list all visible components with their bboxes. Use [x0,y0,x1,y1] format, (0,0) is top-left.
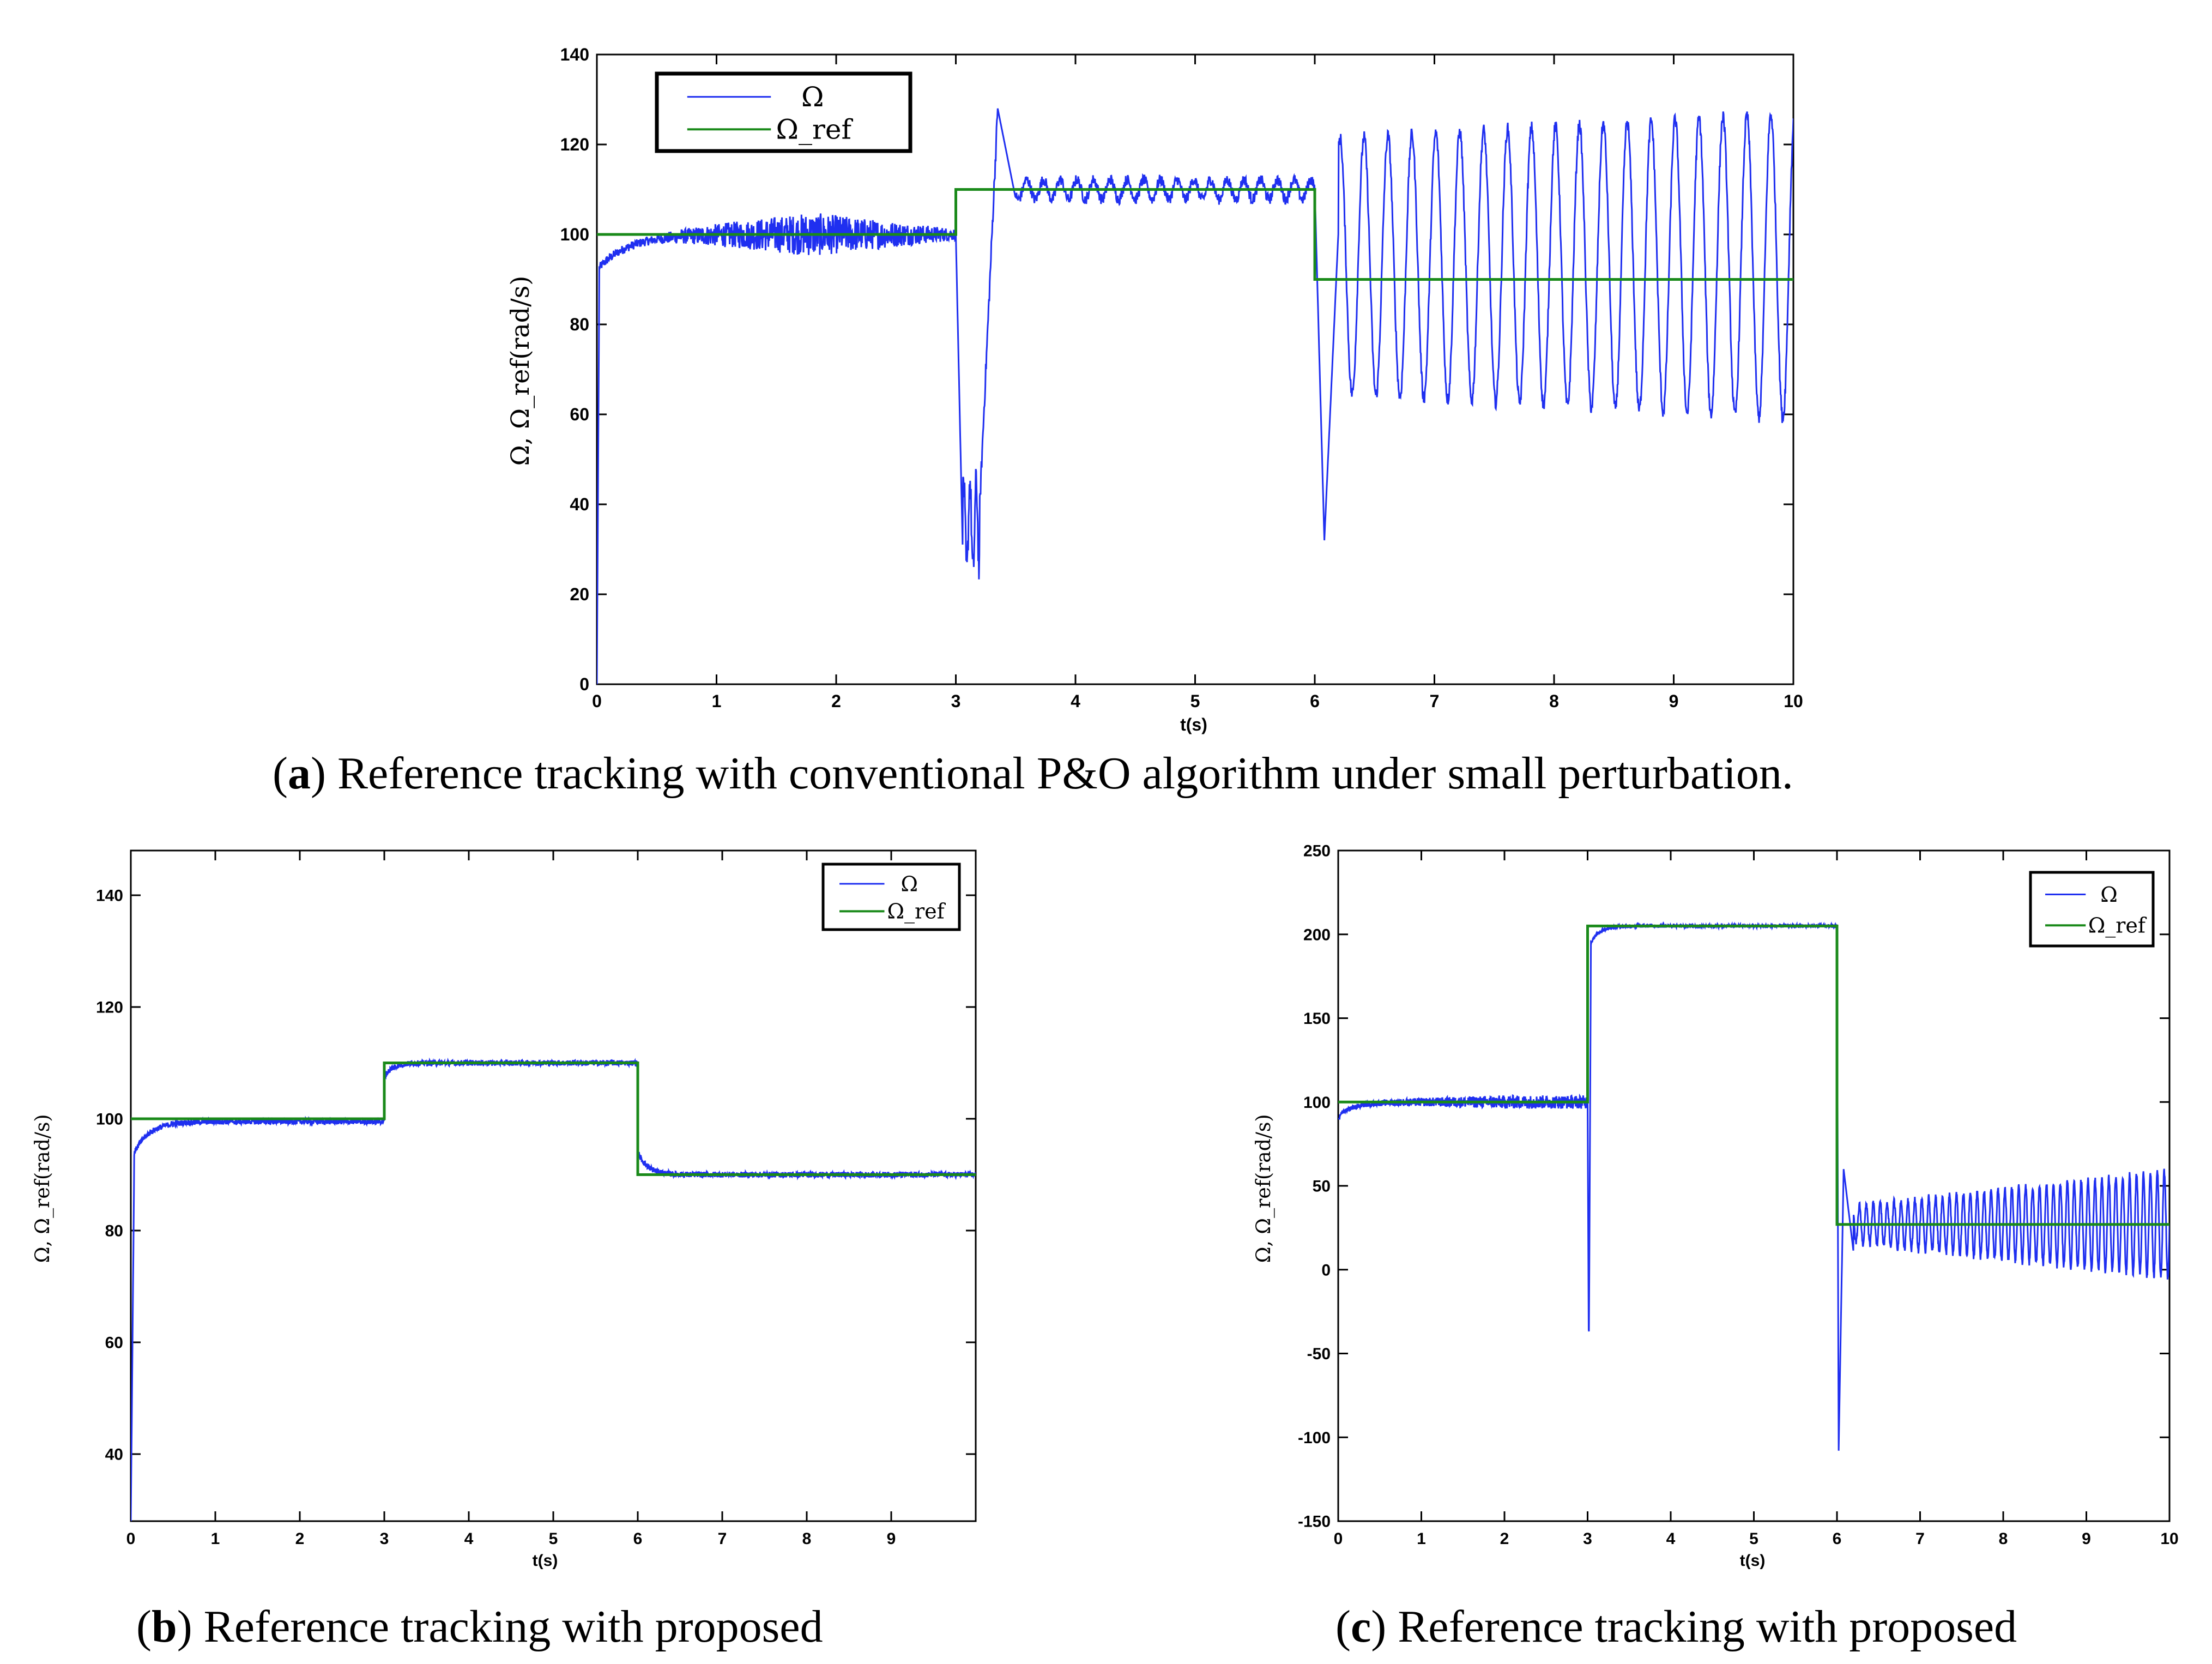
y-tick-label: -100 [1298,1429,1331,1447]
y-tick-label: 0 [1321,1261,1331,1279]
x-tick-label: 7 [1915,1530,1925,1548]
x-axis-label: t(s) [1740,1552,1766,1570]
x-tick-label: 10 [2160,1530,2178,1548]
x-tick-label: 7 [1430,691,1440,711]
y-tick-label: 200 [1303,926,1331,944]
x-tick-label: 3 [380,1530,389,1548]
x-tick-label: 8 [1549,691,1559,711]
x-tick-label: 5 [1190,691,1200,711]
x-tick-label: 0 [126,1530,136,1548]
y-tick-label: 140 [560,45,589,64]
legend-omega-label: Ω [801,81,824,113]
x-tick-label: 2 [831,691,841,711]
y-tick-label: 40 [570,495,589,514]
y-axis-label: Ω, Ω_ref(rad/s) [505,276,535,466]
x-tick-label: 1 [1417,1530,1426,1548]
series-omega-ref-line [131,1062,976,1176]
plot-area-frame [130,849,977,1522]
series-omega-line [1338,921,2169,1451]
series-omega-ref-line [597,188,1793,281]
caption-b: (b) Reference tracking with proposed [136,1601,823,1652]
x-tick-label: 5 [549,1530,558,1548]
x-tick-label: 9 [1669,691,1679,711]
x-tick-label: 6 [633,1530,643,1548]
y-tick-label: 80 [570,315,589,334]
x-tick-label: 9 [2082,1530,2091,1548]
x-tick-label: 0 [1334,1530,1343,1548]
y-tick-label: 60 [105,1334,123,1352]
y-tick-label: 120 [560,135,589,154]
x-tick-label: 3 [1583,1530,1592,1548]
chart-b: 0 1 2 3 4 5 6 7 8 9 40 60 80 100 120 140 t(s) Ω, Ω_ref(ra… [32,849,977,1570]
y-tick-label: 140 [96,887,123,905]
y-axis-label: Ω, Ω_ref(rad/s) [1253,1114,1275,1263]
y-tick-label: 100 [96,1111,123,1129]
legend-box [821,863,961,931]
caption-c: (c) Reference tracking with proposed [1335,1601,2017,1652]
legend-omega-label: Ω [2100,883,2118,907]
y-tick-label: 40 [105,1446,123,1464]
y-tick-label: 80 [105,1222,123,1240]
legend: Ω Ω_ref [2029,871,2155,948]
y-tick-label: 0 [579,674,589,694]
series-omega-line [597,108,1793,684]
x-tick-label: 4 [1071,691,1080,711]
y-axis-label: Ω, Ω_ref(rad/s) [32,1114,54,1263]
x-tick-label: 7 [718,1530,727,1548]
y-tick-label: -150 [1298,1513,1331,1531]
x-tick-label: 4 [464,1530,474,1548]
chart-c: 0 1 2 3 4 5 6 7 8 9 10 -150 -100 -50 0 50 100 150 200 250 t(… [1253,842,2179,1570]
legend-omega-ref-label: Ω_ref [887,900,946,924]
x-tick-label: 4 [1666,1530,1676,1548]
x-tick-label: 6 [1310,691,1320,711]
y-tick-label: 60 [570,405,589,424]
y-tick-label: 50 [1313,1178,1331,1196]
legend: ΩΩ_ref [655,71,912,153]
legend-omega-ref-label: Ω_ref [2088,914,2147,938]
y-tick-label: 150 [1303,1010,1331,1028]
x-tick-label: 0 [592,691,602,711]
y-tick-label: 20 [570,584,589,604]
x-tick-label: 1 [211,1530,220,1548]
legend-omega-label: Ω [901,872,918,896]
legend-omega-ref-label: Ω_ref [776,114,854,146]
caption-a: (a) Reference tracking with conventional… [273,748,1793,799]
x-tick-label: 8 [1999,1530,2008,1548]
y-tick-label: 250 [1303,842,1331,860]
x-tick-label: 8 [802,1530,812,1548]
y-tick-label: -50 [1307,1345,1331,1363]
legend-box [2029,871,2155,948]
series-omega-ref-line [1338,924,2169,1226]
x-tick-label: 2 [1500,1530,1509,1548]
series-omega-line [131,1057,976,1521]
y-tick-label: 100 [560,225,589,244]
x-tick-label: 9 [887,1530,896,1548]
x-tick-label: 2 [295,1530,305,1548]
y-tick-label: 120 [96,999,123,1017]
x-tick-label: 5 [1749,1530,1758,1548]
legend: Ω Ω_ref [821,863,961,931]
legend-box [655,71,912,153]
x-axis-label: t(s) [533,1552,558,1570]
x-axis-label: t(s) [1180,715,1207,734]
plot-area-frame [1337,849,2171,1522]
x-tick-label: 10 [1784,691,1803,711]
x-tick-label: 6 [1833,1530,1842,1548]
x-tick-label: 1 [712,691,722,711]
x-tick-label: 3 [951,691,961,711]
y-tick-label: 100 [1303,1094,1331,1112]
